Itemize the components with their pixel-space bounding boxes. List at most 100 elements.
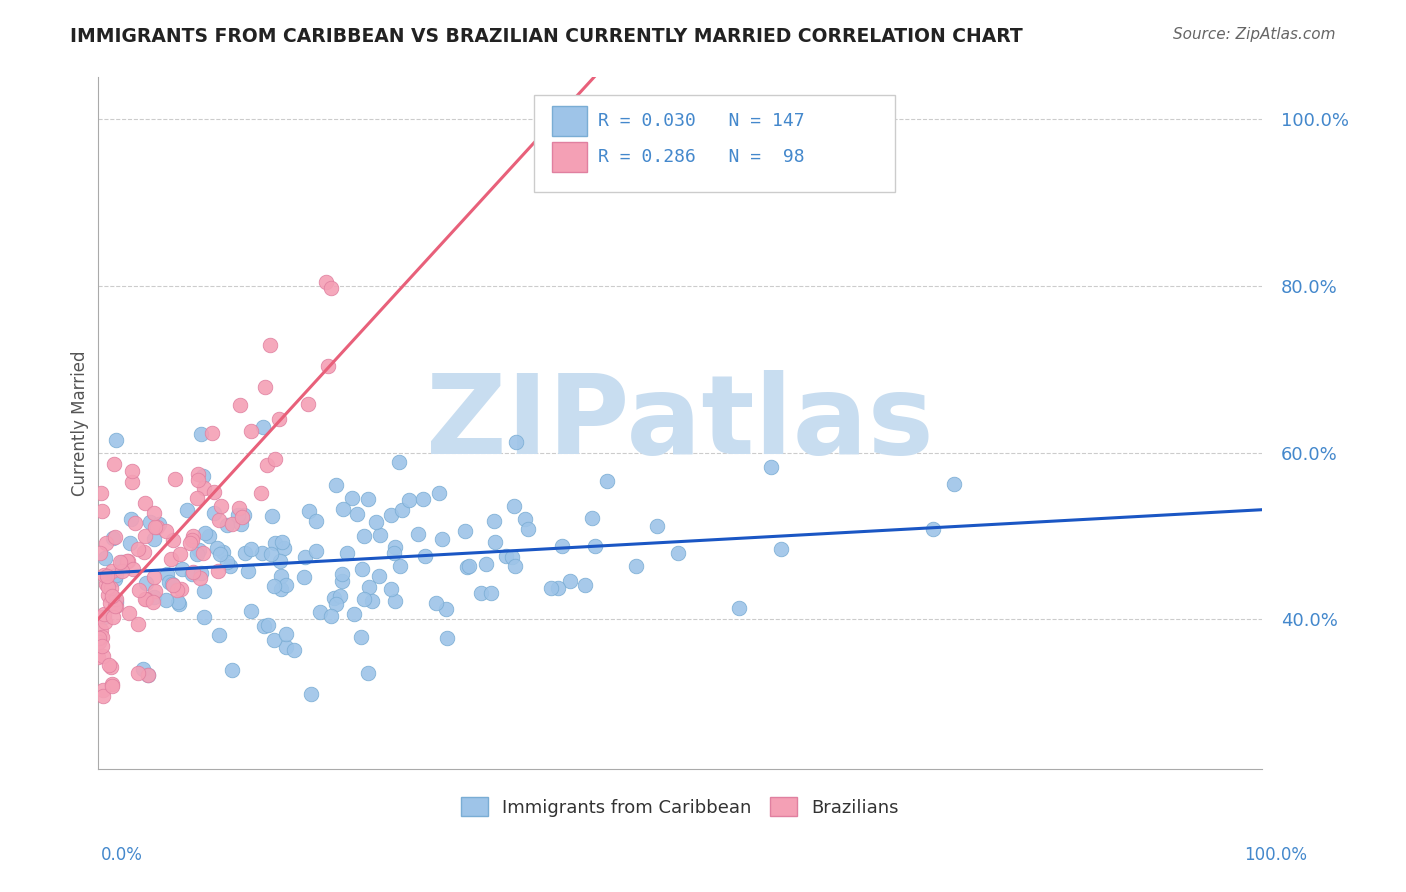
Point bbox=[252, 420, 274, 434]
Point bbox=[294, 549, 316, 564]
Point bbox=[356, 491, 378, 506]
FancyBboxPatch shape bbox=[551, 106, 586, 136]
Point bbox=[143, 584, 166, 599]
Point bbox=[186, 547, 208, 561]
Point bbox=[292, 569, 315, 583]
Point bbox=[100, 596, 122, 610]
Point bbox=[90, 630, 112, 644]
Point bbox=[361, 594, 384, 608]
Point bbox=[90, 486, 112, 500]
Point bbox=[329, 589, 352, 603]
Text: 0.0%: 0.0% bbox=[101, 846, 143, 863]
Point bbox=[332, 502, 354, 516]
Point bbox=[240, 604, 263, 618]
Point bbox=[160, 576, 183, 591]
Legend: Immigrants from Caribbean, Brazilians: Immigrants from Caribbean, Brazilians bbox=[454, 790, 905, 824]
Point bbox=[252, 619, 274, 633]
Point bbox=[128, 582, 150, 597]
Point bbox=[253, 380, 276, 394]
Point bbox=[215, 555, 238, 569]
Point bbox=[181, 565, 204, 579]
Point bbox=[146, 520, 169, 534]
Point bbox=[101, 677, 124, 691]
Point bbox=[574, 578, 596, 592]
Point bbox=[233, 508, 256, 522]
Point bbox=[239, 542, 262, 557]
Point bbox=[231, 510, 253, 524]
Point bbox=[105, 568, 128, 582]
Point bbox=[207, 564, 229, 578]
Point bbox=[198, 529, 221, 543]
Point bbox=[87, 649, 110, 664]
Point bbox=[163, 472, 186, 486]
Point bbox=[162, 578, 184, 592]
Point bbox=[406, 527, 429, 541]
Point bbox=[181, 528, 204, 542]
Point bbox=[91, 689, 114, 703]
Point bbox=[91, 683, 114, 698]
Point bbox=[299, 687, 322, 701]
Point bbox=[226, 508, 249, 522]
Point bbox=[134, 544, 156, 558]
Point bbox=[274, 578, 297, 592]
Point bbox=[104, 433, 127, 447]
Point bbox=[201, 425, 224, 440]
Point bbox=[425, 596, 447, 610]
Text: Source: ZipAtlas.com: Source: ZipAtlas.com bbox=[1173, 27, 1336, 42]
Point bbox=[260, 547, 283, 561]
Point bbox=[193, 610, 215, 624]
Point bbox=[283, 643, 305, 657]
Point bbox=[191, 468, 214, 483]
Point bbox=[384, 540, 406, 554]
Point bbox=[118, 536, 141, 550]
Point bbox=[181, 533, 204, 548]
Point bbox=[645, 519, 668, 533]
Point bbox=[391, 502, 413, 516]
Point bbox=[104, 599, 127, 613]
Point bbox=[186, 491, 208, 506]
Point bbox=[269, 554, 291, 568]
Point bbox=[93, 568, 115, 582]
Point bbox=[190, 566, 212, 580]
Point bbox=[208, 547, 231, 561]
Point bbox=[135, 576, 157, 591]
Point bbox=[398, 493, 420, 508]
Point bbox=[134, 529, 156, 543]
Point bbox=[228, 500, 250, 515]
Point bbox=[267, 411, 290, 425]
Point bbox=[94, 577, 117, 591]
Point bbox=[187, 467, 209, 482]
Point bbox=[353, 592, 375, 607]
Point bbox=[142, 570, 165, 584]
Point bbox=[142, 591, 165, 605]
Point bbox=[142, 506, 165, 520]
Point bbox=[142, 595, 165, 609]
Point bbox=[104, 599, 127, 613]
Point bbox=[922, 522, 945, 536]
Point bbox=[384, 593, 406, 607]
Point bbox=[505, 435, 527, 450]
Point bbox=[943, 476, 966, 491]
Point bbox=[325, 477, 347, 491]
Point bbox=[239, 425, 262, 439]
Point bbox=[96, 569, 118, 583]
Point bbox=[364, 515, 387, 529]
Point bbox=[148, 517, 170, 532]
Point bbox=[368, 528, 391, 542]
Point bbox=[380, 582, 402, 596]
Point bbox=[319, 281, 342, 295]
Point bbox=[120, 512, 142, 526]
Point bbox=[415, 549, 437, 563]
Point bbox=[179, 535, 201, 549]
Point bbox=[384, 546, 406, 560]
Point bbox=[93, 610, 115, 624]
Point bbox=[434, 601, 457, 615]
Point bbox=[194, 526, 217, 541]
Point bbox=[666, 546, 689, 560]
Point bbox=[157, 574, 180, 589]
Point bbox=[127, 616, 149, 631]
Point bbox=[503, 559, 526, 574]
Point bbox=[104, 530, 127, 544]
Point bbox=[97, 581, 120, 595]
Text: 100.0%: 100.0% bbox=[1244, 846, 1308, 863]
